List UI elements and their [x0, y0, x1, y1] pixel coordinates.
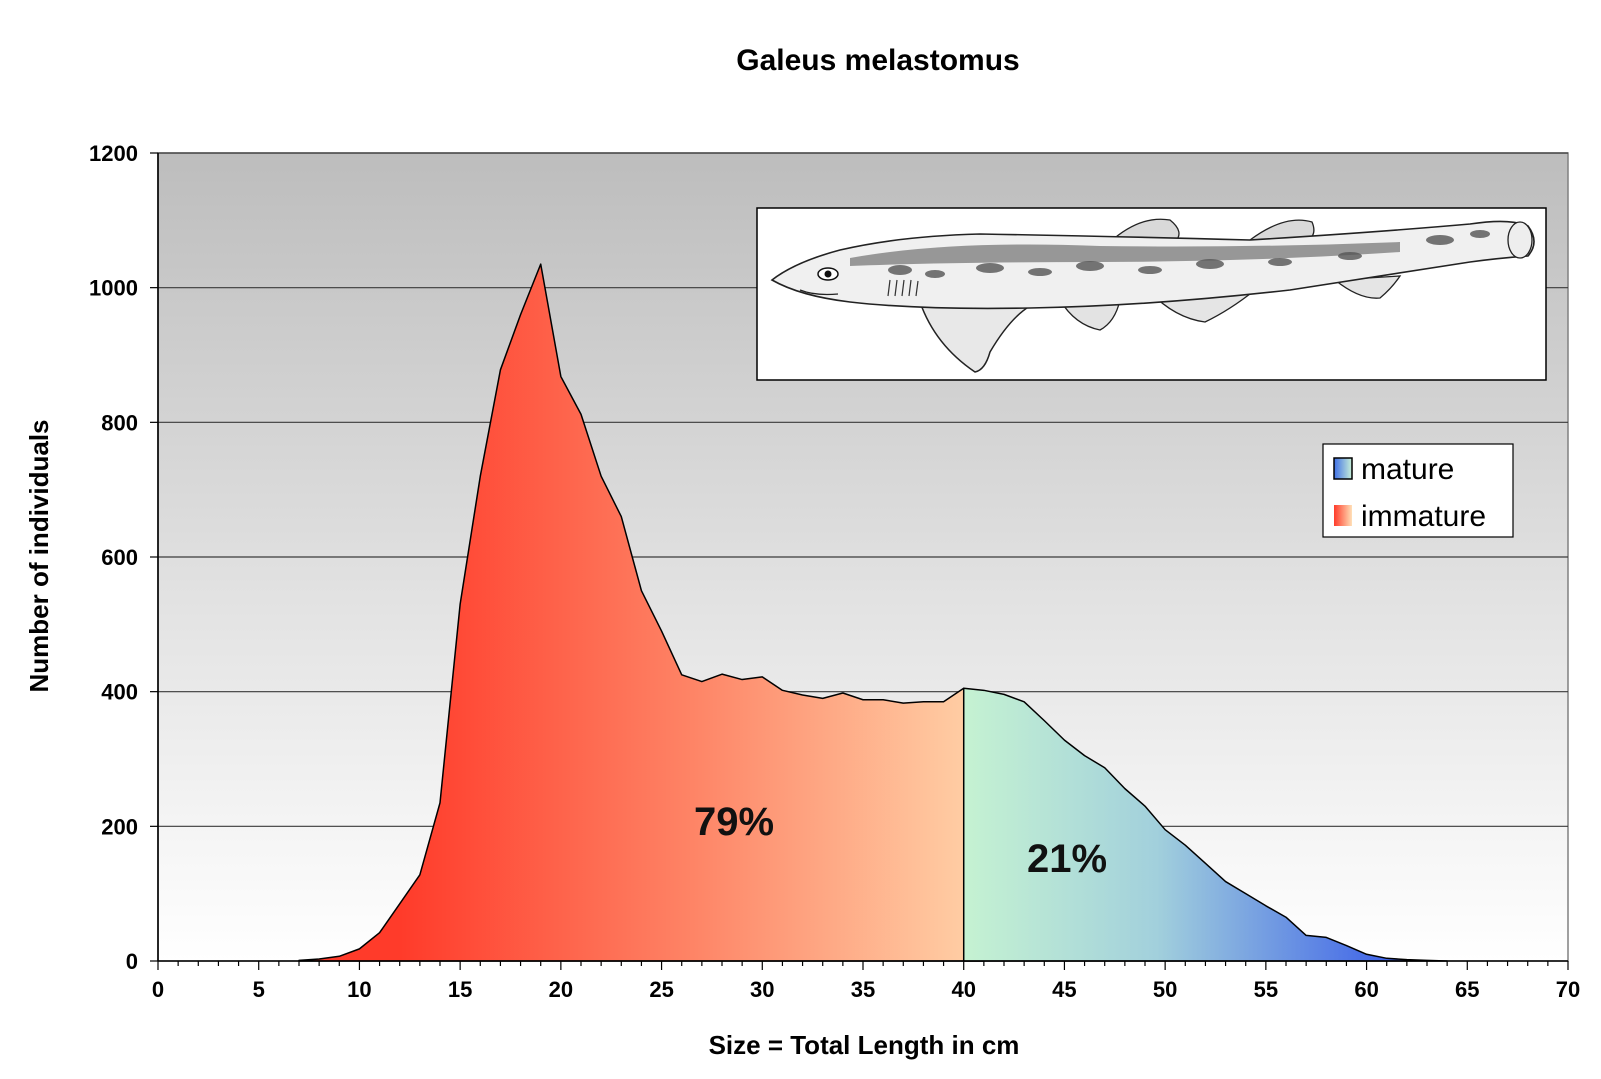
x-tick-label-35: 35	[851, 977, 875, 1002]
legend: mature immature	[1322, 443, 1514, 538]
x-tick-label-15: 15	[448, 977, 472, 1002]
immature-percent-label: 79%	[694, 800, 774, 844]
x-tick-label-65: 65	[1455, 977, 1479, 1002]
y-tick-label-0: 0	[126, 949, 138, 974]
y-tick-label-400: 400	[101, 680, 138, 705]
y-tick-label-1200: 1200	[89, 141, 138, 166]
y-axis-ticks: 0 200 400 600 800 1000 1200	[89, 141, 158, 974]
y-tick-label-600: 600	[101, 545, 138, 570]
x-tick-label-60: 60	[1354, 977, 1378, 1002]
x-tick-label-30: 30	[750, 977, 774, 1002]
x-tick-label-45: 45	[1052, 977, 1076, 1002]
legend-label-mature: mature	[1361, 453, 1454, 486]
legend-box	[1322, 443, 1514, 538]
legend-label-immature: immature	[1361, 500, 1486, 533]
x-tick-label-20: 20	[549, 977, 573, 1002]
x-tick-label-0: 0	[152, 977, 164, 1002]
x-tick-label-55: 55	[1254, 977, 1278, 1002]
y-tick-label-1000: 1000	[89, 276, 138, 301]
series-areas	[298, 263, 1448, 962]
x-tick-label-50: 50	[1153, 977, 1177, 1002]
legend-swatch-immature	[1334, 505, 1352, 526]
legend-swatch-mature	[1333, 457, 1353, 480]
x-axis-label: Size = Total Length in cm	[709, 1030, 1020, 1060]
y-tick-label-800: 800	[101, 410, 138, 435]
x-tick-label-40: 40	[951, 977, 975, 1002]
mature-percent-label: 21%	[1027, 837, 1107, 881]
y-axis-label: Number of individuals	[24, 419, 54, 692]
x-axis-ticks: 0 5 10 15 20 25 30 35 40 45 50 55 60 65 70	[152, 961, 1580, 1002]
x-tick-label-70: 70	[1556, 977, 1580, 1002]
x-tick-label-25: 25	[649, 977, 673, 1002]
x-tick-label-5: 5	[253, 977, 265, 1002]
area-immature	[298, 263, 985, 962]
x-tick-label-10: 10	[347, 977, 371, 1002]
chart-title: Galeus melastomus	[736, 44, 1019, 77]
shark-illustration	[756, 207, 1547, 381]
y-tick-label-200: 200	[101, 814, 138, 839]
area-mature	[962, 687, 1448, 962]
